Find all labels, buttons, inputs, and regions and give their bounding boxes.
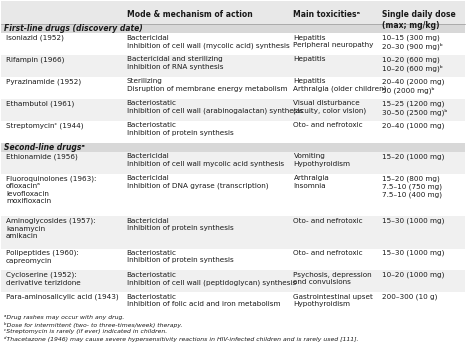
Text: 10–20 (1000 mg): 10–20 (1000 mg) (382, 272, 444, 278)
Text: Bactericidal and sterilizing
Inhibition of RNA synthesis: Bactericidal and sterilizing Inhibition … (127, 56, 223, 70)
Text: 15–20 (1000 mg): 15–20 (1000 mg) (382, 154, 444, 160)
FancyBboxPatch shape (1, 143, 465, 152)
Text: 200–300 (10 g): 200–300 (10 g) (382, 294, 437, 300)
Text: Isoniazid (1952): Isoniazid (1952) (6, 35, 64, 41)
Text: Ethambutol (1961): Ethambutol (1961) (6, 100, 74, 107)
Text: Para-aminosalicylic acid (1943): Para-aminosalicylic acid (1943) (6, 294, 118, 300)
Text: Ethionamide (1956): Ethionamide (1956) (6, 154, 78, 160)
Text: 10–20 (600 mg)
10–20 (600 mg)ᵇ: 10–20 (600 mg) 10–20 (600 mg)ᵇ (382, 56, 442, 72)
Text: Rifampin (1966): Rifampin (1966) (6, 56, 64, 63)
Text: Main toxicitiesᵃ: Main toxicitiesᵃ (293, 10, 360, 19)
FancyBboxPatch shape (1, 174, 465, 216)
Text: Arthralgia
Insomnia: Arthralgia Insomnia (293, 175, 329, 189)
Text: Mode & mechanism of action: Mode & mechanism of action (127, 10, 252, 19)
Text: Visual disturbance
(acuity, color vision): Visual disturbance (acuity, color vision… (293, 100, 366, 114)
Text: First-line drugs (discovery date): First-line drugs (discovery date) (4, 24, 143, 33)
Text: 20–40 (1000 mg): 20–40 (1000 mg) (382, 122, 444, 129)
FancyBboxPatch shape (1, 33, 465, 55)
Text: 20–40 (2000 mg)
50 (2000 mg)ᵇ: 20–40 (2000 mg) 50 (2000 mg)ᵇ (382, 78, 444, 94)
Text: Bacteriostatic
Inhibition of folic acid and iron metabolism: Bacteriostatic Inhibition of folic acid … (127, 294, 280, 307)
Text: Second-line drugsᵃ: Second-line drugsᵃ (4, 143, 84, 152)
Text: Bactericidal
Inhibition of DNA gyrase (transcription): Bactericidal Inhibition of DNA gyrase (t… (127, 175, 268, 189)
Text: Gastrointestinal upset
Hypothyroidism: Gastrointestinal upset Hypothyroidism (293, 294, 374, 307)
Text: Hepatitis
Arthralgia (older children): Hepatitis Arthralgia (older children) (293, 78, 387, 92)
Text: Sterilizing
Disruption of membrane energy metabolism: Sterilizing Disruption of membrane energ… (127, 78, 287, 92)
Text: Bacteriostatic
Inhibition of cell wall (peptidoglycan) synthesis: Bacteriostatic Inhibition of cell wall (… (127, 272, 296, 286)
Text: Vomiting
Hypothyroidism: Vomiting Hypothyroidism (293, 154, 350, 167)
FancyBboxPatch shape (1, 1, 465, 24)
Text: Oto- and nefrotoxic: Oto- and nefrotoxic (293, 250, 363, 256)
Text: Bactericidal
Inhibition of protein synthesis: Bactericidal Inhibition of protein synth… (127, 218, 233, 231)
Text: Streptomycinᶜ (1944): Streptomycinᶜ (1944) (6, 122, 83, 129)
FancyBboxPatch shape (1, 77, 465, 99)
Text: 15–20 (800 mg)
7.5–10 (750 mg)
7.5–10 (400 mg): 15–20 (800 mg) 7.5–10 (750 mg) 7.5–10 (4… (382, 175, 442, 198)
Text: ᵃDrug rashes may occur with any drug.
ᵇDose for intermittent (two- to three-time: ᵃDrug rashes may occur with any drug. ᵇD… (4, 315, 358, 342)
Text: Bactericidal
Inhibition of cell wall (mycolic acid) synthesis: Bactericidal Inhibition of cell wall (my… (127, 35, 289, 49)
Text: Fluoroquinolones (1963):
ofloxacinᵃ
levofloxacin
moxifloxacin: Fluoroquinolones (1963): ofloxacinᵃ levo… (6, 175, 97, 204)
Text: Bacteriostatic
Inhibition of protein synthesis: Bacteriostatic Inhibition of protein syn… (127, 122, 233, 136)
Text: Oto- and nefrotoxic: Oto- and nefrotoxic (293, 122, 363, 128)
Text: 10–15 (300 mg)
20–30 (900 mg)ᵇ: 10–15 (300 mg) 20–30 (900 mg)ᵇ (382, 35, 442, 50)
Text: Psychosis, depression
and convulsions: Psychosis, depression and convulsions (293, 272, 372, 285)
FancyBboxPatch shape (1, 292, 465, 314)
Text: Bacteriostatic
Inhibition of protein synthesis: Bacteriostatic Inhibition of protein syn… (127, 250, 233, 264)
FancyBboxPatch shape (1, 216, 465, 248)
Text: Single daily dose
(max; mg/kg): Single daily dose (max; mg/kg) (382, 10, 456, 30)
Text: 15–30 (1000 mg): 15–30 (1000 mg) (382, 218, 444, 224)
Text: Hepatitis: Hepatitis (293, 56, 326, 62)
Text: 15–30 (1000 mg): 15–30 (1000 mg) (382, 250, 444, 257)
FancyBboxPatch shape (1, 99, 465, 121)
FancyBboxPatch shape (1, 121, 465, 143)
Text: Cycloserine (1952):
derivative terizidone: Cycloserine (1952): derivative terizidon… (6, 272, 81, 286)
Text: Polipeptides (1960):
capreomycin: Polipeptides (1960): capreomycin (6, 250, 79, 264)
FancyBboxPatch shape (1, 271, 465, 292)
Text: Bactericidal
Inhibition of cell wall mycolic acid synthesis: Bactericidal Inhibition of cell wall myc… (127, 154, 283, 167)
Text: Oto- and nefrotoxic: Oto- and nefrotoxic (293, 218, 363, 224)
FancyBboxPatch shape (1, 248, 465, 271)
FancyBboxPatch shape (1, 152, 465, 174)
FancyBboxPatch shape (1, 55, 465, 77)
Text: Aminoglycosides (1957):
kanamycin
amikacin: Aminoglycosides (1957): kanamycin amikac… (6, 218, 96, 239)
Text: Pyrazinamide (1952): Pyrazinamide (1952) (6, 78, 81, 85)
Text: 15–25 (1200 mg)
30–50 (2500 mg)ᵇ: 15–25 (1200 mg) 30–50 (2500 mg)ᵇ (382, 100, 447, 116)
FancyBboxPatch shape (1, 24, 465, 33)
Text: Hepatitis
Peripheral neuropathy: Hepatitis Peripheral neuropathy (293, 35, 374, 48)
Text: Bacteriostatic
Inhibition of cell wall (arabinogalactan) synthesis: Bacteriostatic Inhibition of cell wall (… (127, 100, 303, 114)
